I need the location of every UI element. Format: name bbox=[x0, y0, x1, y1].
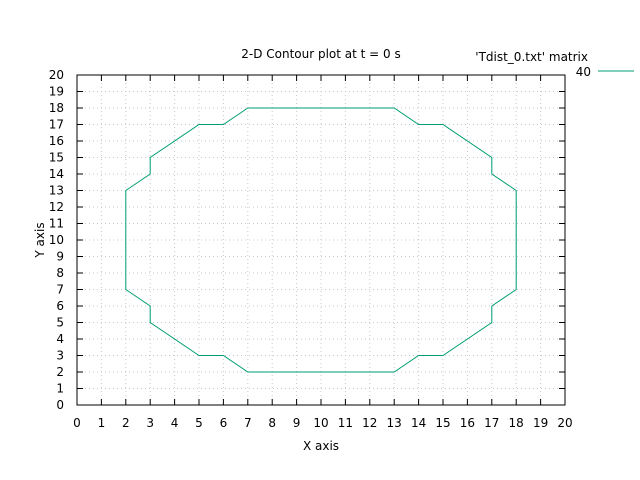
x-tick-label: 18 bbox=[509, 416, 524, 430]
y-tick-label: 0 bbox=[56, 398, 64, 412]
series-layer bbox=[125, 107, 517, 373]
y-tick-label: 17 bbox=[49, 118, 64, 132]
x-tick-label: 0 bbox=[73, 416, 81, 430]
y-tick-label: 20 bbox=[49, 68, 64, 82]
x-tick-label: 11 bbox=[338, 416, 353, 430]
contour-line-40 bbox=[125, 107, 517, 373]
y-tick-label: 12 bbox=[49, 200, 64, 214]
legend-title: 'Tdist_0.txt' matrix bbox=[475, 50, 588, 64]
y-tick-label: 5 bbox=[56, 316, 64, 330]
y-tick-label: 10 bbox=[49, 233, 64, 247]
x-tick-label: 19 bbox=[533, 416, 548, 430]
x-tick-label: 20 bbox=[557, 416, 572, 430]
y-axis-label: Y axis bbox=[33, 222, 47, 258]
axis-ticks: 0 1 2 3 4 5 6 7 8 9 10 11 12 13 14 15 16 17 18 19 2001234567… bbox=[49, 68, 573, 430]
y-tick-label: 14 bbox=[49, 167, 64, 181]
x-tick-label: 5 bbox=[195, 416, 203, 430]
y-tick-label: 19 bbox=[49, 85, 64, 99]
x-tick-label: 3 bbox=[146, 416, 154, 430]
x-tick-label: 4 bbox=[171, 416, 179, 430]
x-tick-label: 15 bbox=[435, 416, 450, 430]
y-tick-label: 18 bbox=[49, 101, 64, 115]
y-tick-label: 9 bbox=[56, 250, 64, 264]
x-tick-label: 10 bbox=[313, 416, 328, 430]
x-tick-label: 14 bbox=[411, 416, 426, 430]
y-tick-label: 6 bbox=[56, 299, 64, 313]
grid-lines bbox=[77, 75, 565, 405]
x-tick-label: 8 bbox=[268, 416, 276, 430]
x-axis-label: X axis bbox=[303, 439, 339, 453]
x-tick-label: 7 bbox=[244, 416, 252, 430]
y-tick-label: 8 bbox=[56, 266, 64, 280]
x-tick-label: 2 bbox=[122, 416, 130, 430]
y-tick-label: 4 bbox=[56, 332, 64, 346]
y-tick-label: 13 bbox=[49, 184, 64, 198]
x-tick-label: 1 bbox=[98, 416, 106, 430]
chart-title: 2-D Contour plot at t = 0 s bbox=[241, 47, 401, 61]
legend-series-label: 40 bbox=[576, 65, 591, 79]
x-tick-label: 16 bbox=[460, 416, 475, 430]
x-tick-label: 13 bbox=[387, 416, 402, 430]
x-tick-label: 12 bbox=[362, 416, 377, 430]
y-tick-label: 15 bbox=[49, 151, 64, 165]
y-tick-label: 3 bbox=[56, 349, 64, 363]
y-tick-label: 16 bbox=[49, 134, 64, 148]
y-tick-label: 1 bbox=[56, 382, 64, 396]
y-tick-label: 7 bbox=[56, 283, 64, 297]
x-tick-label: 6 bbox=[220, 416, 228, 430]
y-tick-label: 11 bbox=[49, 217, 64, 231]
y-tick-label: 2 bbox=[56, 365, 64, 379]
x-tick-label: 17 bbox=[484, 416, 499, 430]
x-tick-label: 9 bbox=[293, 416, 301, 430]
